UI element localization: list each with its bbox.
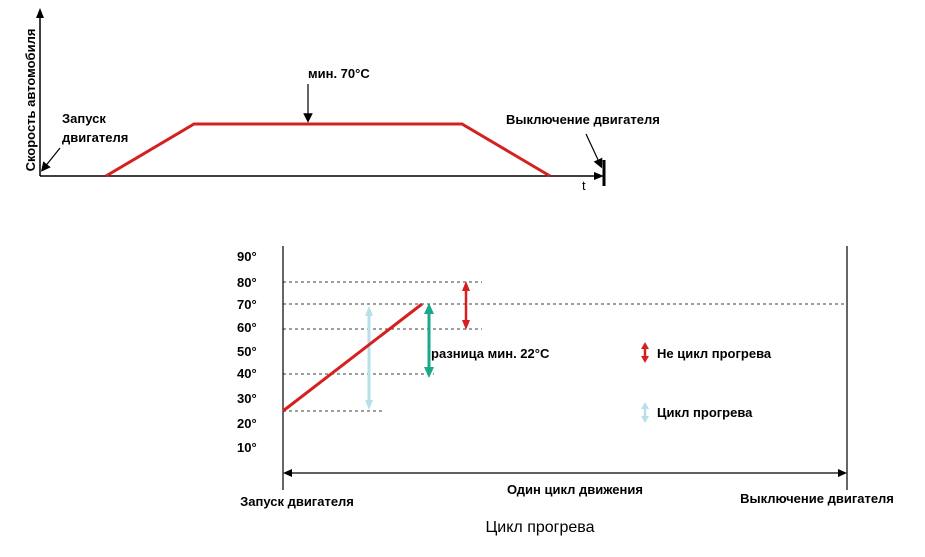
top-start-label-1: Запуск bbox=[62, 111, 106, 126]
legend-warmup-label: Цикл прогрева bbox=[657, 405, 753, 420]
top-stop-arrow bbox=[585, 133, 603, 169]
y-tick-30: 30° bbox=[237, 391, 257, 406]
top-y-axis-label: Скорость автомобиля bbox=[23, 29, 38, 172]
legend: Не цикл прогрева Цикл прогрева bbox=[641, 342, 772, 423]
top-speed-line bbox=[105, 122, 551, 178]
difference-arrow-bottom bbox=[424, 367, 434, 378]
y-tick-90: 90° bbox=[237, 249, 257, 264]
diagram-caption: Цикл прогрева bbox=[485, 519, 594, 536]
y-tick-60: 60° bbox=[237, 320, 257, 335]
legend-warmup-arrow-bottom bbox=[641, 416, 649, 423]
top-y-axis-arrowhead bbox=[36, 8, 44, 18]
top-x-axis-label: t bbox=[582, 178, 586, 193]
bottom-warmup-chart: 90° 80° 70° 60° 50° 40° 30° 20° 10° разн… bbox=[237, 246, 894, 536]
bottom-stop-label: Выключение двигателя bbox=[740, 491, 894, 506]
y-tick-10: 10° bbox=[237, 440, 257, 455]
top-speed-chart: Скорость автомобиля t Запуск двигателя м… bbox=[23, 8, 660, 193]
warmup-arrow-light-bottom bbox=[365, 400, 373, 410]
top-x-axis-arrowhead bbox=[594, 172, 604, 180]
top-start-label-2: двигателя bbox=[62, 130, 128, 145]
y-tick-40: 40° bbox=[237, 366, 257, 381]
legend-warmup-arrow-top bbox=[641, 402, 649, 409]
y-tick-70: 70° bbox=[237, 297, 257, 312]
top-min-temp-label: мин. 70°C bbox=[308, 66, 370, 81]
drive-cycle-arrow-left bbox=[283, 469, 292, 477]
difference-arrow-top bbox=[424, 303, 434, 314]
bottom-start-label: Запуск двигателя bbox=[240, 494, 354, 509]
temperature-line bbox=[282, 302, 423, 413]
y-tick-50: 50° bbox=[237, 344, 257, 359]
y-tick-20: 20° bbox=[237, 416, 257, 431]
legend-not-warmup-label: Не цикл прогрева bbox=[657, 346, 772, 361]
legend-not-warmup-arrow-bottom bbox=[641, 356, 649, 363]
difference-label: разница мин. 22°C bbox=[431, 346, 550, 361]
drive-cycle-arrow-right bbox=[838, 469, 847, 477]
top-start-arrow bbox=[41, 147, 61, 172]
y-tick-80: 80° bbox=[237, 275, 257, 290]
not-warmup-arrow-top bbox=[462, 281, 470, 291]
top-stop-label: Выключение двигателя bbox=[506, 112, 660, 127]
warmup-arrow-light-top bbox=[365, 306, 373, 316]
legend-not-warmup-arrow-top bbox=[641, 342, 649, 349]
not-warmup-arrow-bottom bbox=[462, 320, 470, 330]
drive-cycle-label: Один цикл движения bbox=[507, 482, 643, 497]
